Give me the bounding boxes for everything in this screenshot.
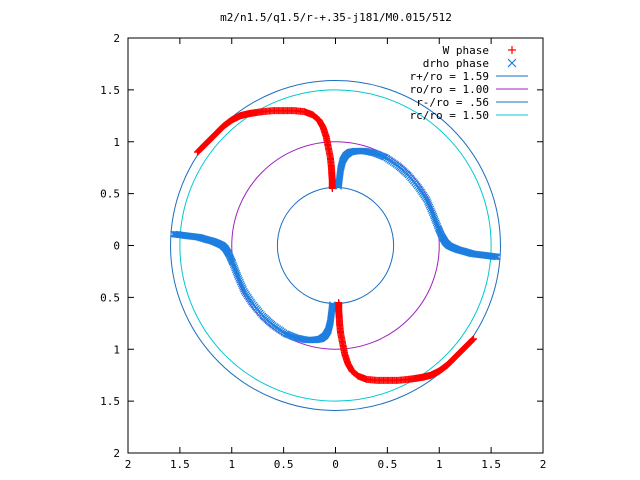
drho-phase-point: [170, 230, 178, 238]
x-tick-label: 0.5: [377, 458, 397, 471]
axes: 2 1.5 1 0.5 0 0.5 1 1.5 221.510.500.511.52: [100, 32, 546, 471]
drho-phase-point: [236, 278, 244, 286]
y-tick-label: 0.5: [100, 291, 120, 304]
drho-phase-point: [238, 282, 246, 290]
y-tick-label: 1: [113, 136, 120, 149]
drho-phase-point: [428, 209, 436, 216]
drho-phase-point: [427, 205, 435, 213]
y-tick-label: 2: [113, 32, 120, 45]
drho-phase-point: [424, 198, 432, 206]
drho-phase-point: [295, 334, 303, 342]
y-tick-label: 1.5: [100, 84, 120, 97]
data-series: [170, 107, 501, 384]
legend-label: rc/ro = 1.50: [410, 109, 489, 122]
x-tick-label: 1: [436, 458, 443, 471]
drho-phase-series: [170, 147, 501, 344]
x-tick-label: 1.5: [170, 458, 190, 471]
drho-phase-point: [423, 196, 431, 204]
drho-phase-point: [493, 253, 501, 261]
legend-x-marker: [507, 58, 517, 68]
x-tick-label: 2: [540, 458, 547, 471]
x-tick-label: 0.5: [274, 458, 294, 471]
y-tick-label: 1: [113, 343, 120, 356]
circle-rc: [179, 89, 492, 402]
drho-phase-point: [428, 207, 435, 215]
circle-r+: [170, 80, 501, 411]
drho-phase-point: [236, 276, 243, 284]
circle-ro: [231, 141, 440, 350]
y-tick-label: 1.5: [100, 395, 120, 408]
legend-label: r+/ro = 1.59: [410, 70, 489, 83]
drho-phase-point: [368, 149, 376, 157]
drho-phase-point: [239, 285, 247, 293]
drho-phase-point: [172, 230, 180, 238]
drho-phase-point: [237, 280, 245, 288]
x-tick-label: 2: [125, 458, 132, 471]
drho-phase-point: [235, 275, 243, 282]
legend-label: drho phase: [423, 57, 489, 70]
drho-phase-point: [240, 287, 248, 295]
circle-r-: [276, 186, 395, 305]
legend-plus-marker: [508, 46, 516, 54]
drho-phase-point: [492, 253, 500, 261]
w-phase-point: [328, 184, 336, 192]
drho-phase-point: [424, 200, 432, 207]
y-tick-label: 0.5: [100, 188, 120, 201]
y-tick-label: 0: [113, 240, 120, 253]
legend-label: r-/ro = .56: [416, 96, 489, 109]
legend-label: W phase: [443, 44, 489, 57]
chart-title: m2/n1.5/q1.5/r-+.35-j181/M0.015/512: [220, 11, 452, 24]
x-tick-label: 1: [228, 458, 235, 471]
x-tick-label: 0: [332, 458, 339, 471]
x-tick-label: 1.5: [481, 458, 501, 471]
drho-phase-point: [425, 201, 433, 209]
w-phase-series: [194, 107, 477, 384]
drho-phase-point: [426, 203, 434, 211]
w-phase-point: [335, 299, 343, 307]
drho-phase-point: [171, 230, 179, 238]
drho-phase-point: [239, 284, 247, 291]
drho-phase-point: [491, 253, 499, 261]
y-tick-label: 2: [113, 447, 120, 460]
legend-label: ro/ro = 1.00: [410, 83, 489, 96]
